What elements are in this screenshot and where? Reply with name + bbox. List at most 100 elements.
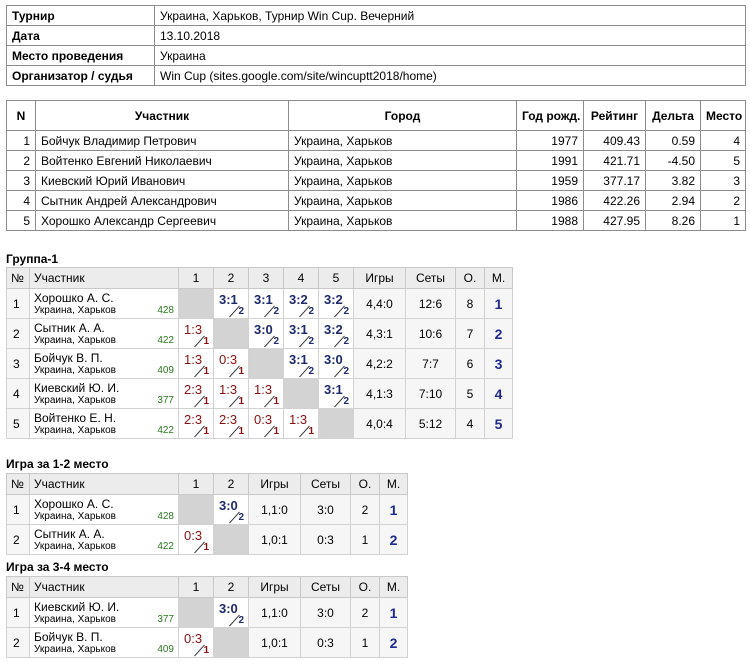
score-cell: 2:3 1 bbox=[178, 408, 214, 439]
participant-cell: Украина, Харьков bbox=[288, 130, 517, 151]
participant-row: 1 Бойчук Владимир Петрович Украина, Харько… bbox=[6, 130, 746, 151]
match-points: 1 bbox=[308, 426, 314, 437]
group-title: Игра за 3-4 место bbox=[6, 560, 109, 574]
group-body: 1 Хорошко А. С. Украина, Харьков 428 3:1 2 3:1… bbox=[6, 288, 513, 439]
score: 1:3 bbox=[289, 412, 308, 427]
player-city: Украина, Харьков bbox=[34, 510, 116, 522]
info-body: Турнир Украина, Харьков, Турнир Win Cup. … bbox=[6, 5, 746, 86]
sets: 3:0 bbox=[300, 494, 351, 525]
match-points: 1 bbox=[203, 542, 209, 553]
match-points: 2 bbox=[308, 336, 314, 347]
header-row: № Участник 1 2 3 4 5 Игры Сеты О. М. bbox=[6, 267, 513, 289]
header-row: N Участник Город Год рожд. Рейтинг Дельта Мест… bbox=[6, 100, 746, 131]
score: 3:1 bbox=[219, 292, 238, 307]
info-table: Турнир Украина, Харьков, Турнир Win Cup. … bbox=[6, 5, 746, 86]
sets: 0:3 bbox=[300, 524, 351, 555]
info-row: Организатор / судья Win Cup (sites.google… bbox=[6, 65, 746, 86]
column-header: М. bbox=[379, 576, 408, 598]
games: 1,1:0 bbox=[248, 494, 301, 525]
player-cell: Сытник А. А. Украина, Харьков 422 bbox=[29, 318, 179, 349]
score-cell: 3:2 2 bbox=[318, 318, 354, 349]
place: 5 bbox=[484, 408, 513, 439]
group-row: 1 Киевский Ю. И. Украина, Харьков 377 3:0 2 1,… bbox=[6, 597, 408, 628]
player-rating: 428 bbox=[157, 304, 174, 316]
column-header: Год рожд. bbox=[516, 100, 584, 131]
row-number: 1 bbox=[6, 288, 30, 319]
info-value: Украина bbox=[154, 45, 746, 66]
match-points: 2 bbox=[343, 366, 349, 377]
score: 2:3 bbox=[219, 412, 238, 427]
participant-cell: 8.26 bbox=[645, 210, 701, 231]
score-cell: 3:1 2 bbox=[283, 318, 319, 349]
participant-cell: 3 bbox=[700, 170, 746, 191]
column-header: 1 bbox=[178, 576, 214, 598]
sets: 3:0 bbox=[300, 597, 351, 628]
participant-cell: 3.82 bbox=[645, 170, 701, 191]
player-cell: Хорошко А. С. Украина, Харьков 428 bbox=[29, 494, 179, 525]
score: 3:1 bbox=[254, 292, 273, 307]
player-rating: 422 bbox=[157, 334, 174, 346]
score-cell: 3:1 2 bbox=[318, 378, 354, 409]
participant-cell: 1 bbox=[6, 130, 36, 151]
player-name: Бойчук В. П. bbox=[34, 350, 103, 365]
player-sub: Украина, Харьков 377 bbox=[34, 395, 174, 407]
player-sub: Украина, Харьков 377 bbox=[34, 614, 174, 626]
player-rating: 428 bbox=[157, 510, 174, 522]
participant-cell: 1991 bbox=[516, 150, 584, 171]
column-header: Сеты bbox=[300, 576, 351, 598]
points: 4 bbox=[455, 408, 485, 439]
player-rating: 377 bbox=[157, 613, 174, 625]
column-header: Игры bbox=[353, 267, 406, 289]
column-header: 1 bbox=[178, 267, 214, 289]
player-cell: Бойчук В. П. Украина, Харьков 409 bbox=[29, 348, 179, 379]
score-cell: 2:3 1 bbox=[213, 408, 249, 439]
column-header: № bbox=[6, 576, 30, 598]
participant-cell: 2 bbox=[6, 150, 36, 171]
score-cell: 1:3 1 bbox=[213, 378, 249, 409]
info-row: Место проведения Украина bbox=[6, 45, 746, 66]
column-header: Город bbox=[288, 100, 517, 131]
points: 8 bbox=[455, 288, 485, 319]
place: 2 bbox=[379, 524, 408, 555]
self-cell bbox=[178, 597, 214, 628]
score: 3:0 bbox=[219, 498, 238, 513]
info-row: Дата 13.10.2018 bbox=[6, 25, 746, 46]
match-points: 2 bbox=[308, 306, 314, 317]
participant-cell: Бойчук Владимир Петрович bbox=[35, 130, 289, 151]
player-name: Бойчук В. П. bbox=[34, 629, 103, 644]
self-cell bbox=[283, 378, 319, 409]
player-rating: 409 bbox=[157, 364, 174, 376]
self-cell bbox=[213, 318, 249, 349]
player-cell: Киевский Ю. И. Украина, Харьков 377 bbox=[29, 597, 179, 628]
match-points: 1 bbox=[238, 426, 244, 437]
info-label: Турнир bbox=[6, 5, 155, 26]
score-cell: 3:1 2 bbox=[248, 288, 284, 319]
sets: 5:12 bbox=[405, 408, 456, 439]
player-city: Украина, Харьков bbox=[34, 424, 116, 436]
group-row: 1 Хорошко А. С. Украина, Харьков 428 3:0 2 1,1… bbox=[6, 494, 408, 525]
group-table: № Участник 1 2 Игры Сеты О. М. 1 Киевский Ю. И. Ук… bbox=[6, 576, 408, 658]
score: 3:1 bbox=[289, 322, 308, 337]
info-label: Организатор / судья bbox=[6, 65, 155, 86]
match-points: 1 bbox=[203, 426, 209, 437]
player-city: Украина, Харьков bbox=[34, 540, 116, 552]
score: 3:2 bbox=[324, 292, 343, 307]
player-city: Украина, Харьков bbox=[34, 304, 116, 316]
player-sub: Украина, Харьков 409 bbox=[34, 644, 174, 656]
score-cell: 0:3 1 bbox=[248, 408, 284, 439]
games: 4,4:0 bbox=[353, 288, 406, 319]
participant-cell: Хорошко Александр Сергеевич bbox=[35, 210, 289, 231]
group-table: № Участник 1 2 3 4 5 Игры Сеты О. М. 1 Хорошко А. С.… bbox=[6, 267, 513, 439]
participant-cell: 427.95 bbox=[583, 210, 646, 231]
column-header: Сеты bbox=[300, 473, 351, 495]
participant-cell: 377.17 bbox=[583, 170, 646, 191]
participant-cell: Украина, Харьков bbox=[288, 210, 517, 231]
column-header: 2 bbox=[213, 267, 249, 289]
score-cell: 1:3 1 bbox=[178, 348, 214, 379]
match-points: 1 bbox=[238, 396, 244, 407]
participant-cell: Украина, Харьков bbox=[288, 150, 517, 171]
self-cell bbox=[318, 408, 354, 439]
player-rating: 422 bbox=[157, 540, 174, 552]
match-points: 2 bbox=[343, 336, 349, 347]
group-row: 3 Бойчук В. П. Украина, Харьков 409 1:3 1 0:3 1… bbox=[6, 348, 513, 379]
